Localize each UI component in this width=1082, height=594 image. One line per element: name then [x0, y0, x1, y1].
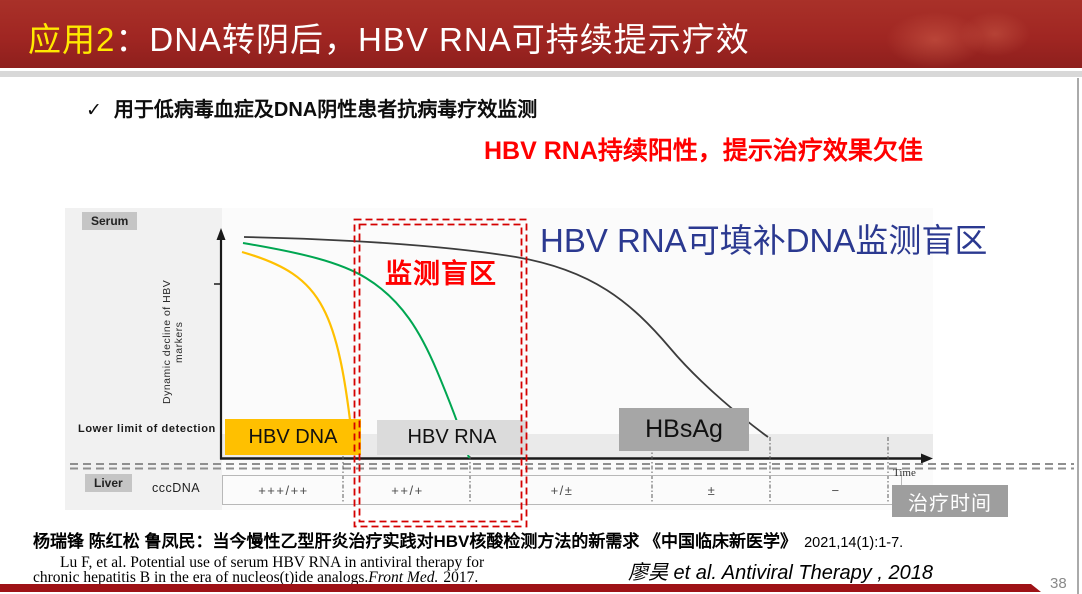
- page-title: 应用2：DNA转阴后，HBV RNA可持续提示疗效: [28, 13, 750, 61]
- window-edge-line: [1077, 78, 1079, 594]
- title-text: ：DNA转阴后，HBV RNA可持续提示疗效: [115, 21, 750, 58]
- cccdna-cell: −: [831, 482, 841, 498]
- reference-line-3-journal: Front Med.: [368, 569, 439, 586]
- reference-right: 廖昊 et al. Antiviral Therapy , 2018: [628, 562, 933, 584]
- title-tag: 应用2: [28, 21, 116, 58]
- time-label: Time: [893, 467, 916, 479]
- header-separator: [0, 71, 1082, 77]
- reference-line-3-year: 2017.: [443, 569, 479, 586]
- marker-box-hbsag: HBsAg: [619, 408, 749, 451]
- headline-text: HBV RNA可填补DNA监测盲区: [540, 222, 988, 259]
- liver-badge: Liver: [85, 474, 132, 492]
- cccdna-cell: ++/+: [391, 482, 424, 498]
- marker-box-hbv-rna: HBV RNA: [377, 420, 527, 455]
- chart-left-panel: [65, 208, 222, 510]
- cccdna-cell: +++/++: [258, 482, 309, 498]
- reference-line-1-tail: 2021,14(1):1-7.: [804, 535, 904, 551]
- check-icon: ✓: [86, 100, 102, 121]
- marker-box-hbv-dna: HBV DNA: [225, 419, 361, 455]
- treatment-time-badge: 治疗时间: [892, 485, 1008, 517]
- bullet-line: ✓ 用于低病毒血症及DNA阴性患者抗病毒疗效监测: [86, 93, 537, 122]
- cccdna-label: cccDNA: [152, 481, 201, 495]
- page-number: 38: [1050, 575, 1067, 592]
- reference-line-3: chronic hepatitis B in the era of nucleo…: [33, 569, 478, 587]
- cccdna-cell: ±: [707, 482, 717, 498]
- reference-line-3-main: chronic hepatitis B in the era of nucleo…: [33, 569, 369, 586]
- reference-line-1: 杨瑞锋 陈红松 鲁凤民：当今慢性乙型肝炎治疗实践对HBV核酸检测方法的新需求 《…: [33, 527, 903, 552]
- reference-line-1-main: 杨瑞锋 陈红松 鲁凤民：当今慢性乙型肝炎治疗实践对HBV核酸检测方法的新需求 《…: [33, 532, 798, 551]
- serum-badge: Serum: [82, 212, 138, 230]
- cccdna-table: +++/++ ++/+ +/± ± −: [222, 475, 902, 505]
- warning-text: HBV RNA持续阳性，提示治疗效果欠佳: [484, 137, 923, 165]
- cccdna-cell: +/±: [550, 482, 574, 498]
- header-bar: 应用2：DNA转阴后，HBV RNA可持续提示疗效: [0, 0, 1082, 68]
- blind-zone-label: 监测盲区: [385, 259, 497, 289]
- reference-line-2: Lu F, et al. Potential use of serum HBV …: [60, 554, 485, 571]
- bottom-bar: [0, 584, 1041, 592]
- bullet-text: 用于低病毒血症及DNA阴性患者抗病毒疗效监测: [113, 99, 538, 121]
- y-axis-label: Dynamic decline of HBV markers: [161, 279, 185, 405]
- detection-limit-label: Lower limit of detection: [78, 423, 216, 435]
